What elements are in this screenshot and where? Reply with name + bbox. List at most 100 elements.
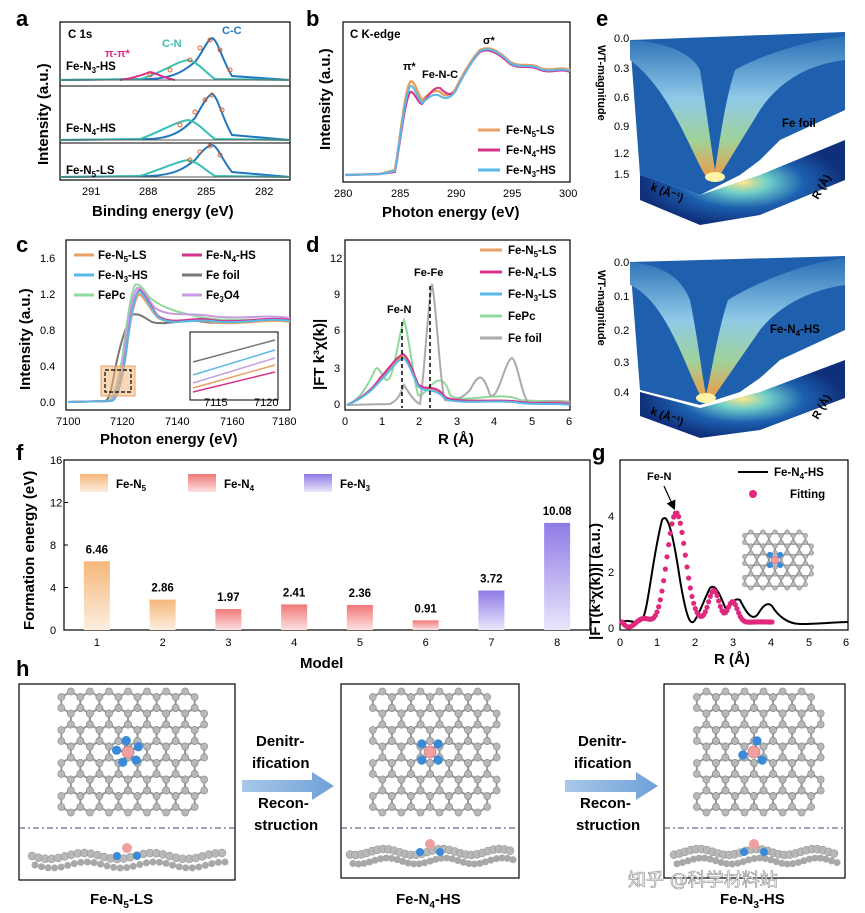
- side-carbon-atom: [169, 861, 177, 869]
- carbon-atom: [807, 704, 815, 712]
- carbon-atom: [740, 709, 749, 718]
- carbon-atom: [473, 709, 482, 718]
- carbon-atom: [816, 709, 825, 718]
- panel-c-zoom-box: [104, 369, 132, 393]
- carbon-atom: [769, 704, 777, 712]
- carbon-atom: [712, 803, 720, 811]
- carbon-atom: [152, 803, 161, 811]
- carbon-atom: [190, 693, 199, 701]
- side-carbon-atom: [505, 846, 515, 855]
- carbon-atom: [143, 808, 151, 817]
- panel-c-xtick-1: 7100: [56, 416, 80, 428]
- panel-h-model-n4: Fe-N4-HS: [396, 891, 461, 911]
- carbon-atom: [769, 759, 777, 767]
- side-nitrogen-atom: [760, 848, 768, 856]
- iron-atom: [423, 745, 437, 759]
- carbon-atom: [105, 786, 113, 795]
- panel-e-bottom-ztick-3: 0.2: [614, 325, 629, 337]
- panel-f-legend-n4-swatch: [188, 474, 216, 492]
- carbon-atom: [759, 786, 768, 795]
- panel-d-xtick-7: 6: [566, 416, 572, 428]
- panel-c-inset-n4: [192, 371, 276, 393]
- panel-g-xtick-1: 0: [617, 637, 623, 649]
- carbon-atom: [200, 720, 209, 729]
- side-carbon-atom: [470, 860, 478, 868]
- carbon-atom: [57, 759, 66, 767]
- panel-g-fit-point: [716, 598, 722, 604]
- carbon-atom: [778, 742, 787, 751]
- panel-d-n3-curve: [346, 356, 571, 406]
- side-carbon-atom: [77, 858, 85, 866]
- side-carbon-atom: [684, 857, 692, 865]
- carbon-atom: [721, 786, 730, 795]
- panel-f-bar-value: 1.97: [217, 592, 239, 604]
- carbon-atom: [464, 737, 472, 745]
- side-carbon-atom: [182, 864, 190, 872]
- panel-c-ytick-1: 1.6: [40, 253, 55, 265]
- carbon-atom: [748, 529, 754, 535]
- panel-d-legend-foil: Fe foil: [508, 333, 542, 345]
- carbon-atom: [796, 571, 802, 577]
- carbon-atom: [788, 704, 796, 712]
- panel-c-inset-tick-2: 7120: [254, 397, 278, 409]
- panel-a-xtick-2: 288: [139, 186, 157, 198]
- carbon-atom: [388, 770, 396, 778]
- side-carbon-atom: [498, 854, 506, 862]
- carbon-atom: [790, 553, 796, 560]
- carbon-atom: [200, 753, 209, 762]
- carbon-atom: [454, 775, 463, 784]
- panel-g-fit-point: [712, 588, 718, 595]
- carbon-atom: [181, 775, 189, 784]
- panel-c-fe3o4-curve: [67, 286, 291, 403]
- panel-a-xlabel: Binding energy (eV): [92, 203, 234, 220]
- carbon-atom: [426, 704, 434, 712]
- panel-g-fit-point: [732, 602, 738, 608]
- panel-b-legend-n4: Fe-N4-HS: [506, 145, 556, 159]
- panel-c-legend-n4: Fe-N4-HS: [206, 250, 256, 264]
- carbon-atom: [492, 753, 501, 762]
- carbon-atom: [807, 770, 815, 778]
- carbon-atom: [378, 720, 387, 729]
- side-carbon-atom: [349, 860, 357, 868]
- panel-f-ytick: 8: [50, 540, 56, 552]
- carbon-atom: [702, 742, 711, 751]
- carbon-atom: [190, 759, 199, 767]
- nitrogen-atom: [766, 562, 773, 569]
- carbon-atom: [152, 792, 161, 800]
- panel-f-bar: [215, 609, 242, 630]
- carbon-atom: [190, 803, 199, 811]
- carbon-atom: [124, 720, 132, 729]
- panel-g-data-curve: [621, 517, 849, 626]
- side-carbon-atom: [221, 858, 229, 866]
- panel-f-bar-value: 2.86: [151, 583, 173, 595]
- panel-g-fit-point: [661, 578, 667, 584]
- panel-h-box-n5: [18, 683, 236, 881]
- carbon-atom: [760, 550, 766, 556]
- carbon-atom: [388, 693, 396, 701]
- side-carbon-atom: [404, 859, 412, 867]
- carbon-atom: [766, 532, 772, 539]
- carbon-atom: [778, 581, 784, 588]
- carbon-atom: [200, 709, 209, 718]
- carbon-atom: [76, 792, 85, 800]
- carbon-atom: [772, 550, 778, 556]
- carbon-atom: [57, 770, 66, 778]
- side-carbon-atom: [690, 855, 698, 863]
- carbon-atom: [76, 726, 85, 734]
- panel-b-xlabel: Photon energy (eV): [382, 204, 520, 221]
- panel-g-legend-fit-swatch: [749, 490, 757, 498]
- panel-e-bottom-hotspot: [696, 393, 716, 403]
- carbon-atom: [454, 709, 463, 718]
- carbon-atom: [712, 737, 720, 745]
- carbon-atom: [740, 720, 749, 729]
- carbon-atom: [731, 704, 739, 712]
- panel-f-bar-value: 10.08: [543, 506, 572, 518]
- side-carbon-atom: [728, 860, 736, 868]
- panel-g-legend-data: Fe-N4-HS: [774, 467, 824, 481]
- panel-b-pi-label: π*: [403, 61, 416, 73]
- carbon-atom: [802, 532, 808, 539]
- side-carbon-atom: [355, 860, 363, 868]
- panel-b-n3-curve: [344, 48, 571, 176]
- panel-g-fit-point: [687, 585, 693, 591]
- side-carbon-atom: [772, 858, 780, 866]
